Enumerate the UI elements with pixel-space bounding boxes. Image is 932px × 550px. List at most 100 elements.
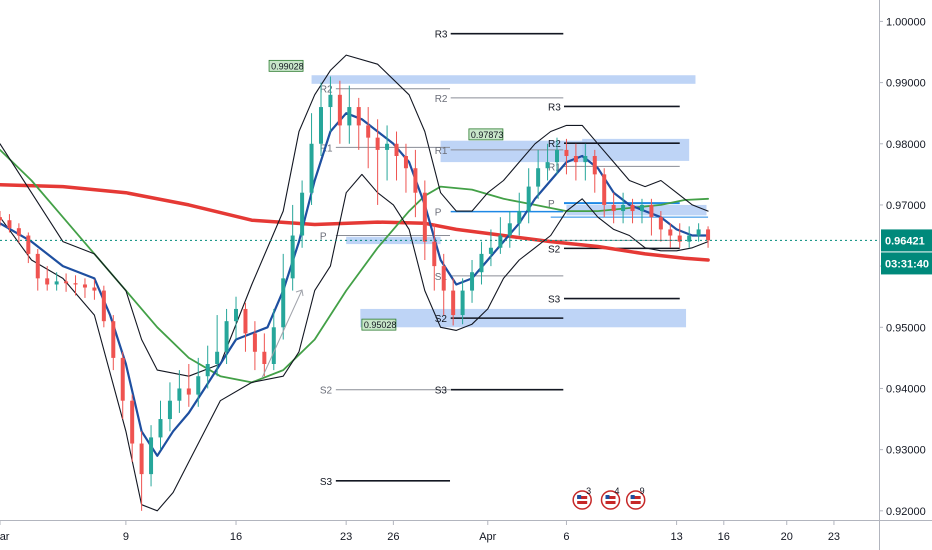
- candle-body: [592, 156, 597, 175]
- candle-body: [555, 149, 560, 163]
- candle-body: [300, 192, 305, 236]
- candle-body: [262, 351, 267, 364]
- candle-body: [366, 125, 371, 138]
- flag-canton: [630, 495, 635, 499]
- zone-box: [582, 138, 690, 161]
- candle-body: [375, 137, 380, 150]
- x-tick-label: 23: [828, 531, 840, 543]
- candle-body: [45, 278, 50, 285]
- last-price-tag: [881, 229, 932, 252]
- candle-body: [252, 333, 257, 352]
- flag-canton: [577, 495, 582, 499]
- x-tick-label: 20: [781, 531, 793, 543]
- candle-body: [16, 228, 21, 236]
- candle-body: [243, 308, 248, 334]
- pivot-levels: R2 R1 P S2 S3 R3 R2 R1 P S1 S2 S3 R3 R2 R1 P S2 S3: [320, 30, 709, 488]
- candle-body: [451, 290, 456, 316]
- pivot-label: S1: [435, 272, 448, 283]
- pivot-label: R2: [548, 139, 561, 150]
- candle-body: [120, 357, 125, 401]
- candle-body: [328, 94, 333, 108]
- candle-body: [630, 204, 635, 212]
- y-tick-label: 0.95000: [886, 322, 926, 334]
- candle-body: [639, 204, 644, 212]
- candle-body: [658, 217, 663, 230]
- x-tick-label: Apr: [479, 531, 496, 543]
- pivot-label: S3: [320, 477, 333, 488]
- candle-body: [545, 162, 550, 169]
- candle-body: [205, 364, 210, 377]
- candle-body: [507, 223, 512, 236]
- series-line: [0, 54, 709, 377]
- price-label-text: 0.95028: [364, 320, 397, 330]
- event-markers[interactable]: 3 4 9: [572, 486, 646, 510]
- indicator-lines: [0, 54, 710, 512]
- flag-stripe: [577, 501, 588, 504]
- candle-body: [696, 229, 701, 236]
- pivot-label: P: [548, 199, 555, 210]
- candle-body: [517, 211, 522, 224]
- candle-body: [583, 156, 588, 163]
- zone-box: [311, 75, 696, 84]
- last-price-tags: 0.96421 03:31:40: [881, 229, 932, 275]
- flag-stripe: [605, 496, 616, 499]
- candle-body: [337, 94, 342, 126]
- price-label-text: 0.97873: [471, 130, 504, 140]
- candle-body: [479, 253, 484, 273]
- series-line: [0, 173, 709, 512]
- candle-body: [687, 235, 692, 242]
- x-tick-label: 16: [718, 531, 730, 543]
- candle-body: [158, 419, 163, 438]
- price-label-text: 0.99028: [271, 61, 304, 71]
- pivot-label: S3: [548, 295, 561, 306]
- candle-body: [488, 247, 493, 254]
- event-count: 9: [640, 486, 645, 496]
- x-tick-label: 23: [340, 531, 352, 543]
- x-axis-ticks: Mar 9 16 23 26 Apr 6 13 16 20 23: [0, 521, 840, 543]
- candle-body: [130, 400, 135, 444]
- candle-body: [564, 149, 569, 156]
- x-tick-label: 26: [387, 531, 399, 543]
- x-tick-label: 6: [563, 531, 569, 543]
- flag-stripe: [630, 496, 641, 499]
- flag-stripe: [605, 501, 616, 504]
- series-line: [0, 183, 710, 262]
- candle-body: [82, 284, 87, 288]
- candle-body: [149, 437, 154, 475]
- highlight-zones: [311, 75, 707, 328]
- candle-body: [7, 220, 12, 229]
- y-axis-ticks: 1.000000.990000.980000.970000.960000.950…: [879, 16, 926, 518]
- candle-body: [0, 217, 2, 221]
- candle-body: [526, 186, 531, 212]
- pivot-label: R2: [320, 85, 333, 96]
- zone-box: [346, 236, 441, 245]
- trend-arrow: [261, 289, 304, 379]
- pivot-label: R3: [435, 30, 448, 41]
- candle-body: [706, 229, 711, 241]
- y-tick-label: 0.93000: [886, 445, 926, 457]
- candle-body: [92, 287, 97, 291]
- candle-body: [73, 283, 78, 285]
- pivot-label: P: [435, 208, 442, 219]
- zone-box: [566, 204, 707, 216]
- candle-body: [196, 376, 201, 395]
- series-line: [0, 148, 709, 384]
- y-tick-label: 0.94000: [886, 383, 926, 395]
- candle-body: [536, 168, 541, 187]
- candle-body: [413, 168, 418, 193]
- candle-body: [441, 266, 446, 291]
- candle-body: [224, 321, 229, 352]
- y-tick-label: 0.98000: [886, 139, 926, 151]
- pivot-label: R3: [548, 102, 561, 113]
- candle-body: [54, 281, 59, 285]
- flag-stripe: [630, 501, 641, 504]
- candle-body: [498, 235, 503, 248]
- candle-body: [139, 443, 144, 475]
- series-line: [0, 112, 710, 457]
- pivot-label: R1: [548, 162, 561, 173]
- flag-stripe: [577, 496, 588, 499]
- price-label-box: [361, 318, 397, 331]
- pivot-label: S3: [435, 386, 448, 397]
- candle-body: [26, 235, 31, 254]
